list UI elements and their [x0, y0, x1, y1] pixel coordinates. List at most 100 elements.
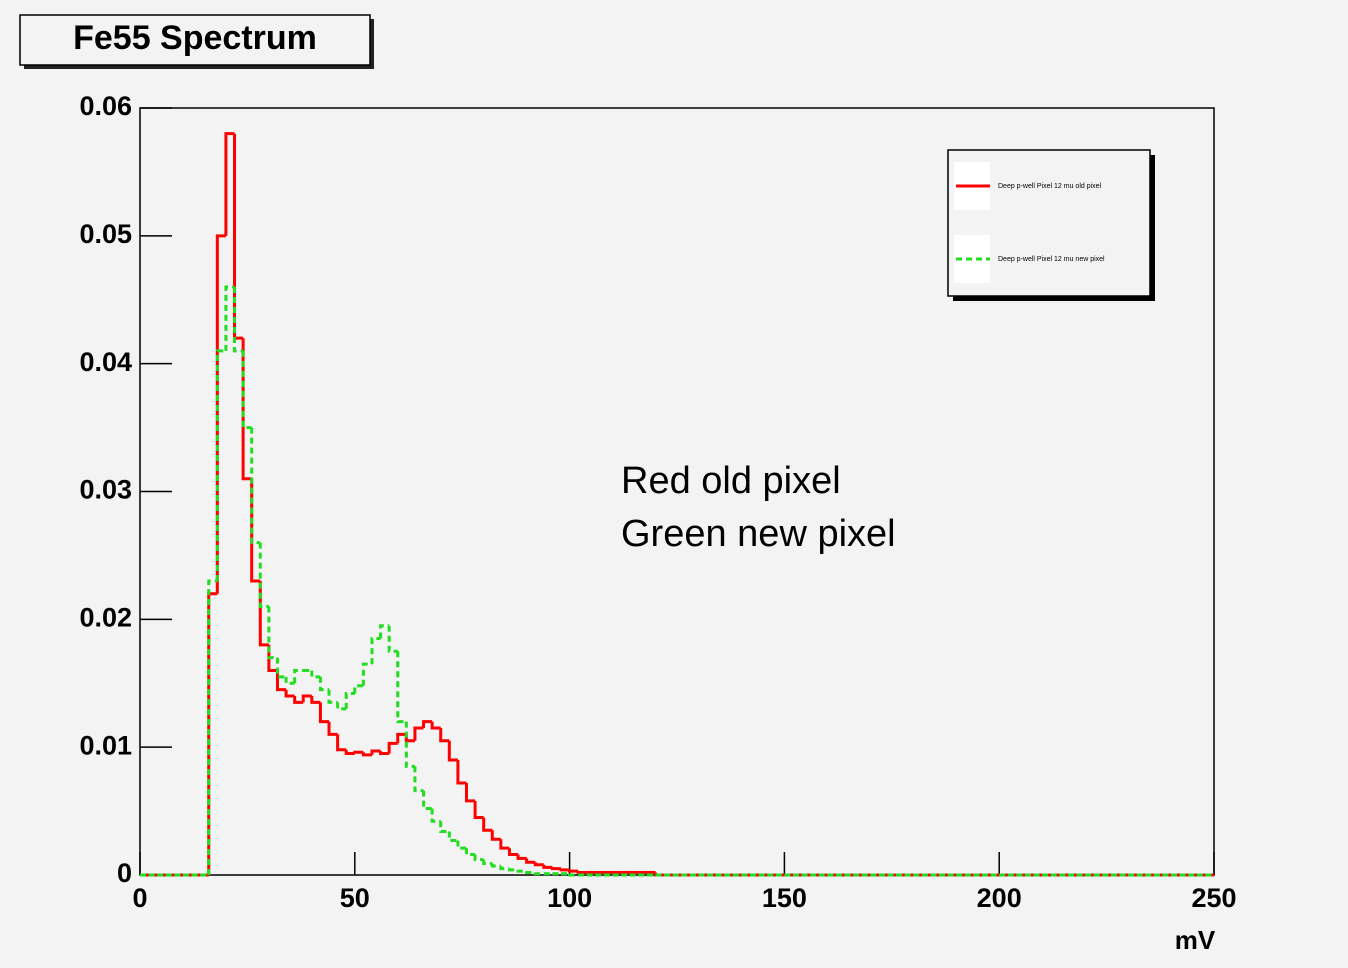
histogram-bin — [439, 727, 450, 743]
histogram-bin — [576, 870, 587, 874]
histogram-bin — [473, 854, 484, 862]
histogram-bin — [516, 869, 527, 873]
y-tick-label: 0.01 — [79, 730, 132, 760]
histogram-bin — [439, 821, 450, 834]
histogram-bin — [267, 644, 278, 672]
histogram-bin — [224, 132, 235, 236]
legend-label: Deep p-well Pixel 12 mu new pixel — [998, 256, 1105, 263]
histogram-bin — [344, 691, 355, 709]
x-axis-label: mV — [1175, 925, 1216, 955]
title-box — [19, 14, 371, 66]
histogram-bin — [482, 859, 493, 865]
histogram-bin — [353, 684, 364, 694]
histogram-bin — [422, 790, 433, 811]
y-tick-label: 0 — [117, 858, 132, 888]
histogram-bin — [507, 848, 519, 857]
histogram-bin — [250, 427, 261, 545]
histogram-bin — [499, 839, 510, 850]
histogram-bin — [293, 696, 304, 704]
histogram-bin — [344, 749, 355, 756]
annotation: Red old pixel — [621, 460, 841, 502]
histogram-bin — [516, 854, 527, 860]
histogram-bin — [284, 676, 295, 685]
histogram-bin — [550, 867, 562, 871]
histogram-bin — [318, 702, 330, 724]
legend-label: Deep p-well Pixel 12 mu old pixel — [998, 183, 1102, 190]
x-tick-label: 200 — [977, 883, 1022, 913]
histogram-bin — [370, 749, 381, 755]
histogram-bin — [387, 741, 398, 754]
histogram-bin — [336, 702, 347, 711]
histogram-bin — [301, 694, 312, 703]
histogram-bin — [464, 782, 476, 803]
histogram-bin — [456, 840, 467, 850]
y-tick-label: 0.04 — [79, 347, 132, 377]
histogram-bin — [447, 740, 458, 762]
histogram-bin — [293, 668, 304, 684]
histogram-bin — [336, 734, 347, 752]
histogram-bin — [275, 657, 287, 679]
x-tick-label: 100 — [547, 883, 592, 913]
x-tick-label: 0 — [132, 883, 147, 913]
plot-area: 0 0.01 0.02 0.03 0.04 0.05 0.06 0 50 100 150 200 250 — [79, 91, 1237, 913]
histogram-bin — [456, 759, 467, 785]
histogram-bin — [490, 830, 501, 841]
histogram-bin — [267, 606, 278, 660]
histogram-bin — [387, 625, 398, 653]
histogram-bin — [361, 752, 372, 757]
histogram-bin — [318, 676, 330, 692]
histogram-bin — [482, 817, 493, 832]
histogram-bin — [284, 689, 295, 698]
histogram-bin — [525, 870, 536, 874]
histogram-bin — [241, 350, 252, 430]
histogram-bin — [215, 234, 226, 594]
histogram-bin — [568, 869, 579, 873]
histogram-bin — [327, 689, 338, 704]
histogram-bin — [473, 800, 484, 819]
annotation: Green new pixel — [621, 513, 896, 555]
histogram-bin — [525, 858, 536, 864]
histogram-bin — [568, 873, 579, 877]
histogram-bin — [370, 637, 381, 665]
histogram-bin — [379, 751, 390, 756]
histogram-bin — [275, 670, 287, 692]
x-tick-label: 50 — [340, 883, 370, 913]
histogram-bin — [559, 868, 570, 872]
histogram-bin — [327, 721, 338, 736]
y-tick-label: 0.05 — [79, 219, 132, 249]
histogram-bin — [404, 721, 415, 768]
histogram-bin — [258, 580, 269, 647]
histogram-bin — [490, 863, 501, 868]
histogram-bin — [422, 720, 433, 728]
y-tick-label: 0.02 — [79, 602, 132, 632]
histogram-bin — [233, 286, 244, 353]
y-tick-label: 0.06 — [79, 91, 132, 121]
histogram-bin — [396, 732, 407, 744]
histogram-bin — [361, 662, 372, 686]
histogram-bin — [533, 872, 544, 876]
histogram-bin — [207, 579, 218, 875]
chart-title: Fe55 Spectrum — [73, 19, 317, 57]
histogram-bin — [310, 696, 321, 704]
histogram-bin — [310, 670, 321, 679]
histogram-bin — [542, 864, 553, 869]
histogram-bin — [533, 862, 544, 867]
y-tick-label: 0.03 — [79, 475, 132, 505]
histogram-bin — [258, 542, 269, 609]
histogram-bin — [447, 831, 458, 842]
histogram-bin — [499, 866, 510, 871]
histogram-bin — [464, 848, 476, 857]
histogram-bin — [396, 651, 407, 724]
histogram-bin — [215, 349, 226, 581]
histogram-bin — [507, 868, 519, 872]
histogram-bin — [413, 766, 424, 793]
x-tick-label: 250 — [1191, 883, 1236, 913]
histogram-bin — [430, 721, 441, 730]
histogram-bin — [224, 285, 235, 351]
x-tick-label: 150 — [762, 883, 807, 913]
histogram-bin — [379, 624, 390, 639]
histogram-bin — [353, 750, 364, 754]
histogram-bin — [430, 808, 441, 823]
histogram-bin — [413, 726, 424, 741]
